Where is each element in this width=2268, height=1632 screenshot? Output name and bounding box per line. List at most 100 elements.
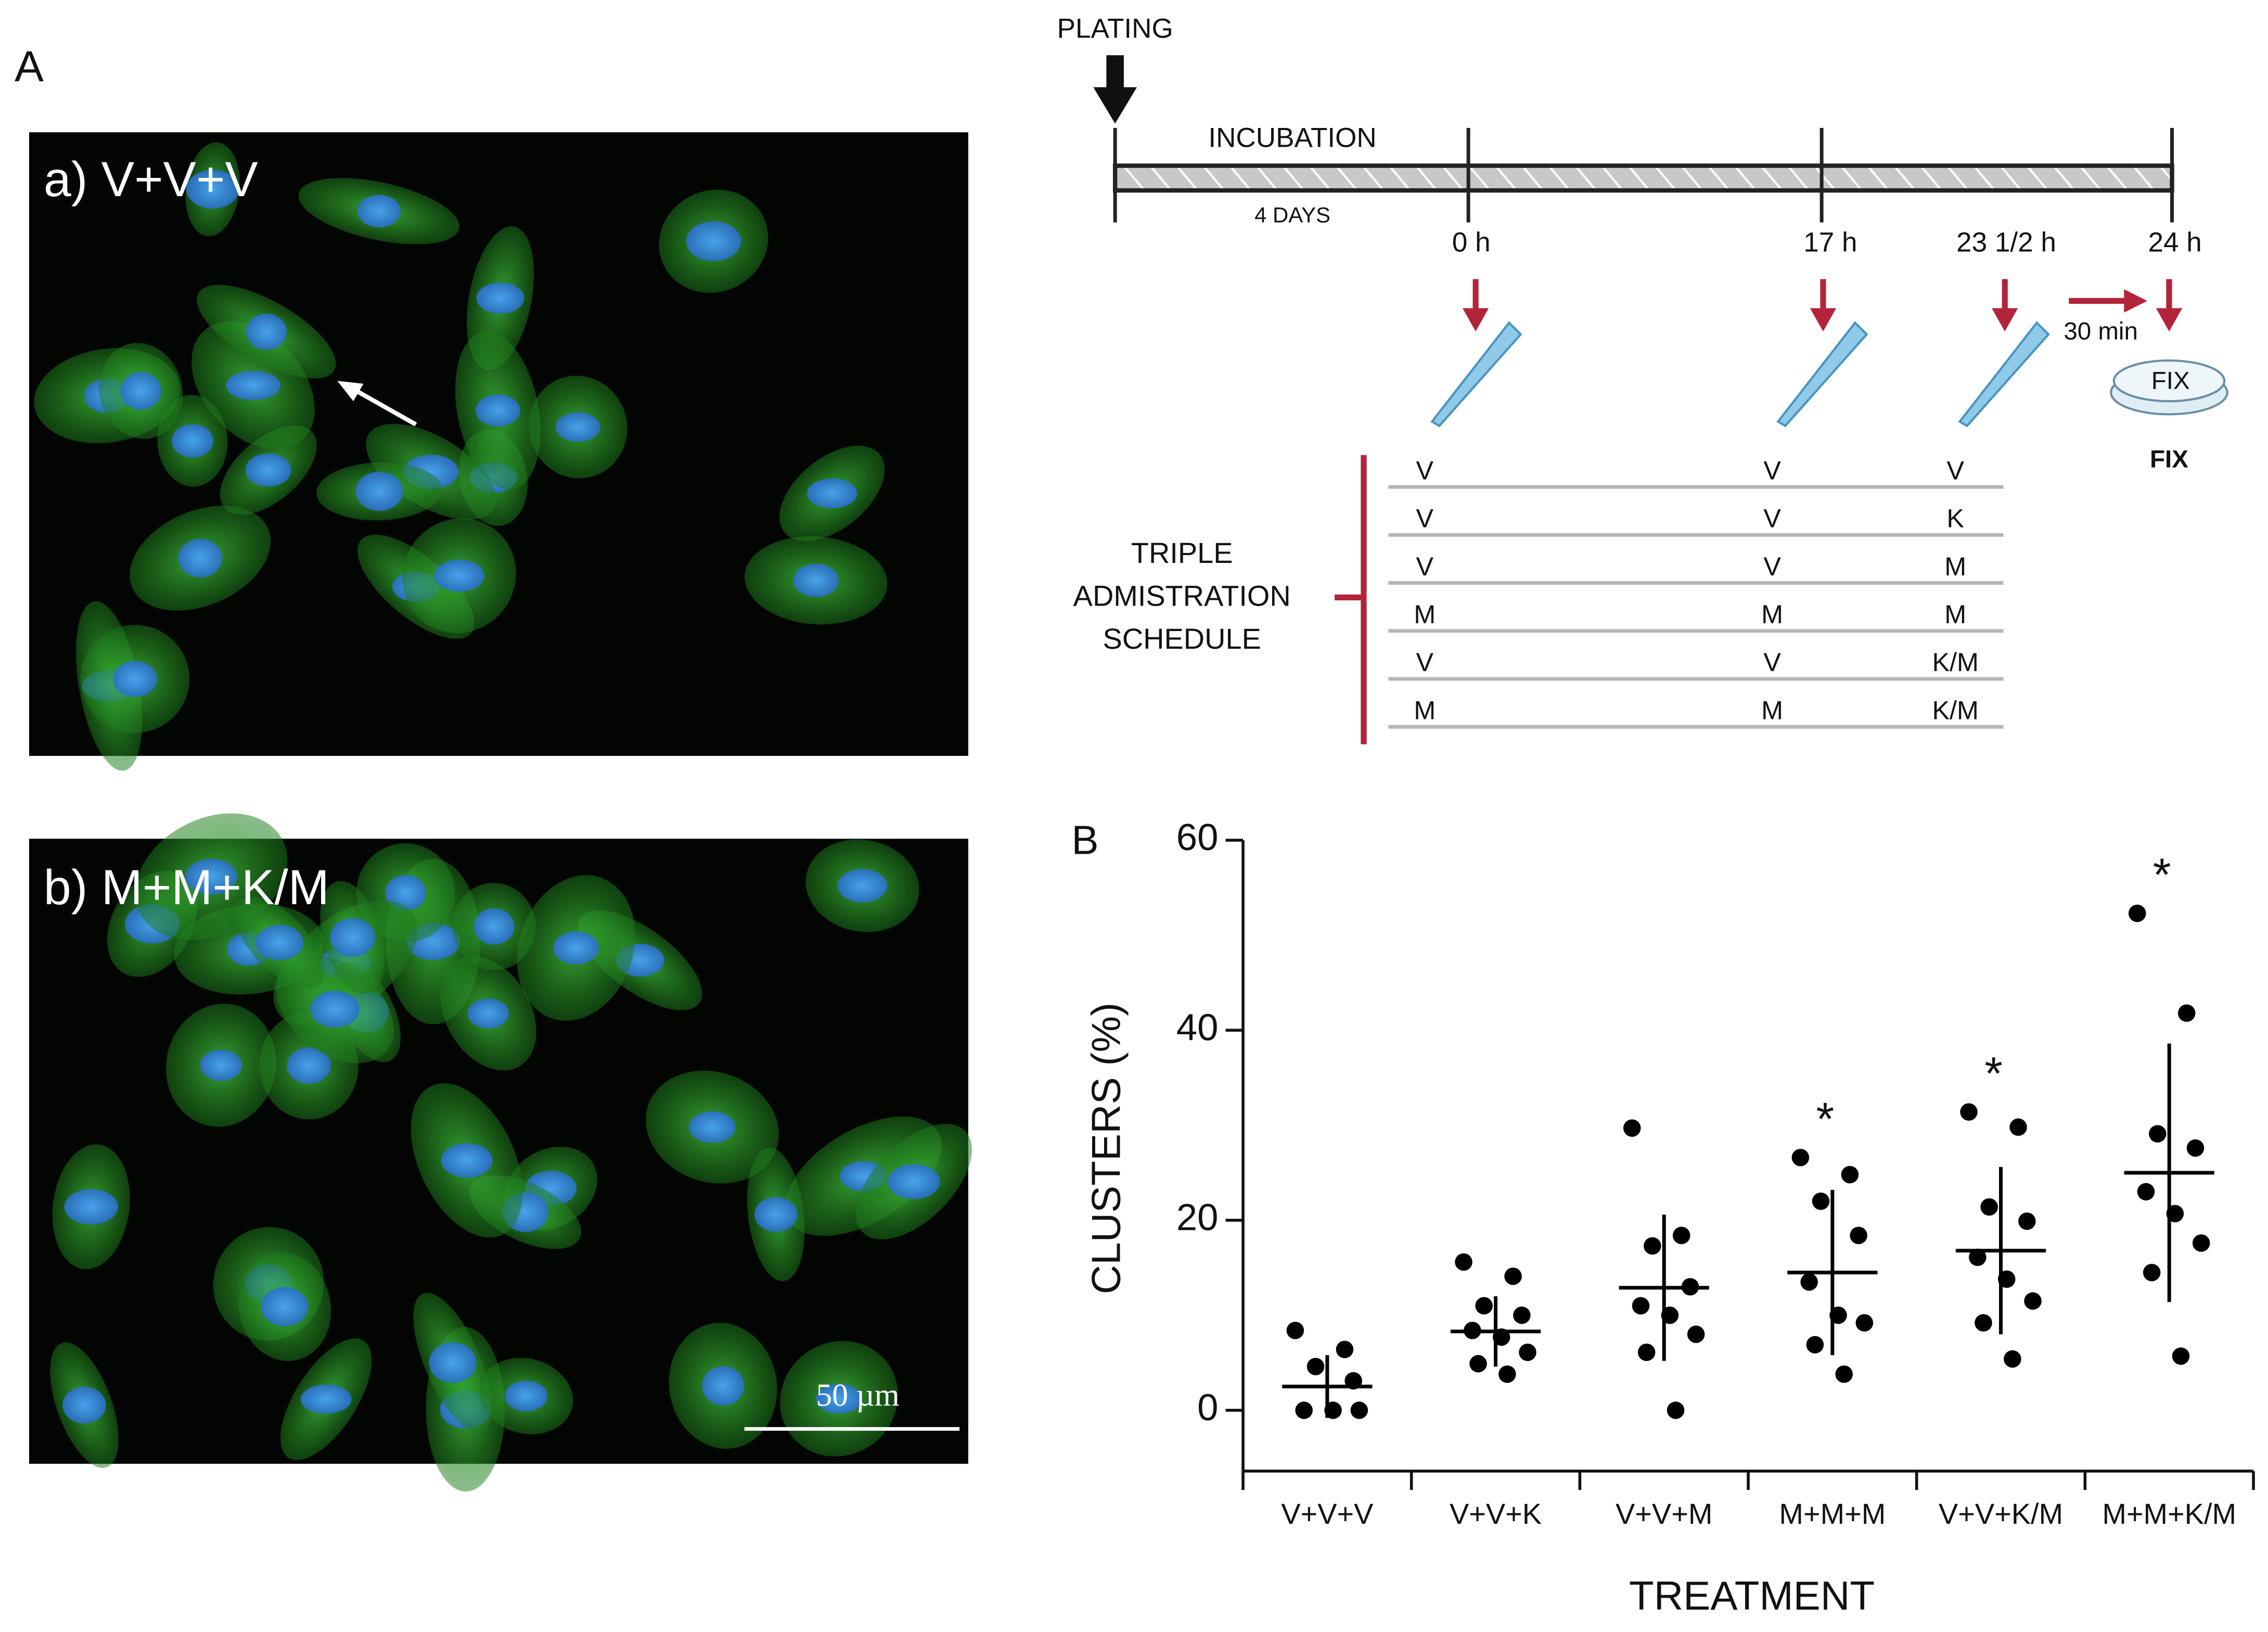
nucleus xyxy=(186,170,239,209)
micrograph-label: a) V+V+V xyxy=(44,152,258,207)
y-axis-title: CLUSTERS (%) xyxy=(1083,1003,1129,1294)
nucleus xyxy=(434,559,484,592)
schedule-cell: V xyxy=(1416,455,1434,485)
nucleus xyxy=(171,424,213,458)
panel-label: A xyxy=(15,42,44,91)
dot xyxy=(2172,1347,2190,1365)
dot xyxy=(1791,1149,1810,1166)
y-tick-label: 40 xyxy=(1176,1006,1219,1048)
significance: * xyxy=(1984,1047,2003,1099)
nucleus xyxy=(793,563,839,597)
dot xyxy=(1350,1402,1368,1419)
nucleus xyxy=(62,1386,106,1424)
dot xyxy=(1286,1321,1304,1340)
dot xyxy=(1513,1306,1531,1324)
nucleus xyxy=(357,195,401,228)
panel-label: B xyxy=(1071,817,1098,863)
schedule-cell: V xyxy=(1416,551,1434,581)
scale-label: 50 µm xyxy=(816,1378,900,1413)
nucleus xyxy=(429,1342,477,1383)
dot xyxy=(2024,1292,2042,1310)
dot xyxy=(1850,1226,1867,1244)
x-tick-label: V+V+K/M xyxy=(1939,1497,2063,1530)
y-tick-label: 0 xyxy=(1197,1386,1218,1429)
dot xyxy=(1306,1358,1325,1376)
dot xyxy=(2177,1004,2196,1022)
time-label: 0 h xyxy=(1452,227,1491,258)
dot xyxy=(1336,1341,1354,1358)
timeline-phase: INCUBATION xyxy=(1208,122,1376,153)
dot xyxy=(1469,1355,1487,1373)
significance: * xyxy=(2153,849,2171,901)
x-tick-label: M+M+K/M xyxy=(2102,1497,2236,1530)
nucleus xyxy=(310,991,360,1028)
nucleus xyxy=(441,1143,493,1178)
x-tick-label: M+M+M xyxy=(1779,1497,1886,1530)
schedule-label: SCHEDULE xyxy=(1103,622,1261,655)
dot xyxy=(1687,1325,1705,1343)
nucleus xyxy=(553,931,599,965)
x-tick-label: V+V+K xyxy=(1450,1497,1542,1530)
dot xyxy=(1632,1297,1650,1315)
micrograph xyxy=(29,813,972,1492)
time-label: 24 h xyxy=(2148,227,2201,258)
schedule-cell: M xyxy=(1944,599,1966,629)
arrow xyxy=(348,384,417,427)
dot xyxy=(1295,1402,1313,1419)
schedule-cell: M xyxy=(1761,599,1783,629)
schedule-cell: K/M xyxy=(1932,695,1978,725)
nucleus xyxy=(837,869,888,903)
dot xyxy=(1504,1267,1522,1286)
schedule-cell: V xyxy=(1763,647,1781,677)
nucleus xyxy=(702,1366,744,1406)
nucleus xyxy=(476,394,520,427)
dish-label: FIX xyxy=(2151,367,2190,394)
schedule-cell: K xyxy=(1946,504,1964,533)
schedule-cell: V xyxy=(1763,504,1781,533)
schedule-cell: K/M xyxy=(1932,647,1978,677)
dot xyxy=(1455,1253,1472,1271)
dot xyxy=(1800,1273,1818,1291)
nucleus xyxy=(468,998,509,1029)
schedule-cell: M xyxy=(1761,695,1783,725)
schedule-cell: M xyxy=(1944,551,1966,581)
x-axis-title: TREATMENT xyxy=(1629,1573,1875,1618)
nucleus xyxy=(300,1384,352,1414)
dot xyxy=(2137,1183,2155,1201)
schedule-cell: V xyxy=(1416,647,1434,677)
x-tick-label: V+V+V xyxy=(1281,1497,1374,1530)
dot-plot: 0 20 40 60 CLUSTERS (%) TREATMENT V+V+V V+V+K V+… xyxy=(1083,816,2255,1618)
dot xyxy=(1960,1103,1978,1121)
nucleus xyxy=(185,858,237,895)
dot xyxy=(2128,904,2146,922)
dot xyxy=(2192,1234,2210,1252)
dot xyxy=(1806,1336,1824,1354)
nucleus xyxy=(473,908,515,945)
nucleus xyxy=(689,1111,736,1143)
dot xyxy=(1841,1166,1859,1184)
schedule-label: TRIPLE xyxy=(1131,536,1233,569)
y-tick-label: 20 xyxy=(1176,1197,1219,1239)
nucleus xyxy=(505,1380,548,1412)
dot xyxy=(1980,1198,1998,1216)
schedule-cell: V xyxy=(1763,551,1781,581)
micrograph-label: b) M+M+K/M xyxy=(44,860,329,915)
nucleus xyxy=(355,471,403,511)
timeline-start: PLATING xyxy=(1057,14,1173,44)
dot xyxy=(1475,1297,1493,1315)
dot xyxy=(1637,1343,1656,1361)
schedule-cell: V xyxy=(1763,455,1781,485)
nucleus xyxy=(112,661,157,697)
nucleus xyxy=(385,875,427,910)
dot xyxy=(1498,1365,1516,1383)
time-label: 23 1/2 h xyxy=(1956,227,2056,258)
dot xyxy=(1644,1237,1661,1255)
dot xyxy=(1835,1365,1853,1383)
nucleus xyxy=(815,1383,863,1414)
dot xyxy=(1855,1314,1874,1332)
dot xyxy=(1667,1402,1685,1419)
timeline-duration: 4 DAYS xyxy=(1254,202,1330,227)
nucleus xyxy=(806,478,857,509)
